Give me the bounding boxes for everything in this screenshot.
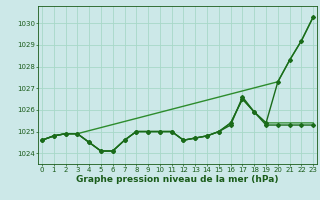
X-axis label: Graphe pression niveau de la mer (hPa): Graphe pression niveau de la mer (hPa)	[76, 175, 279, 184]
